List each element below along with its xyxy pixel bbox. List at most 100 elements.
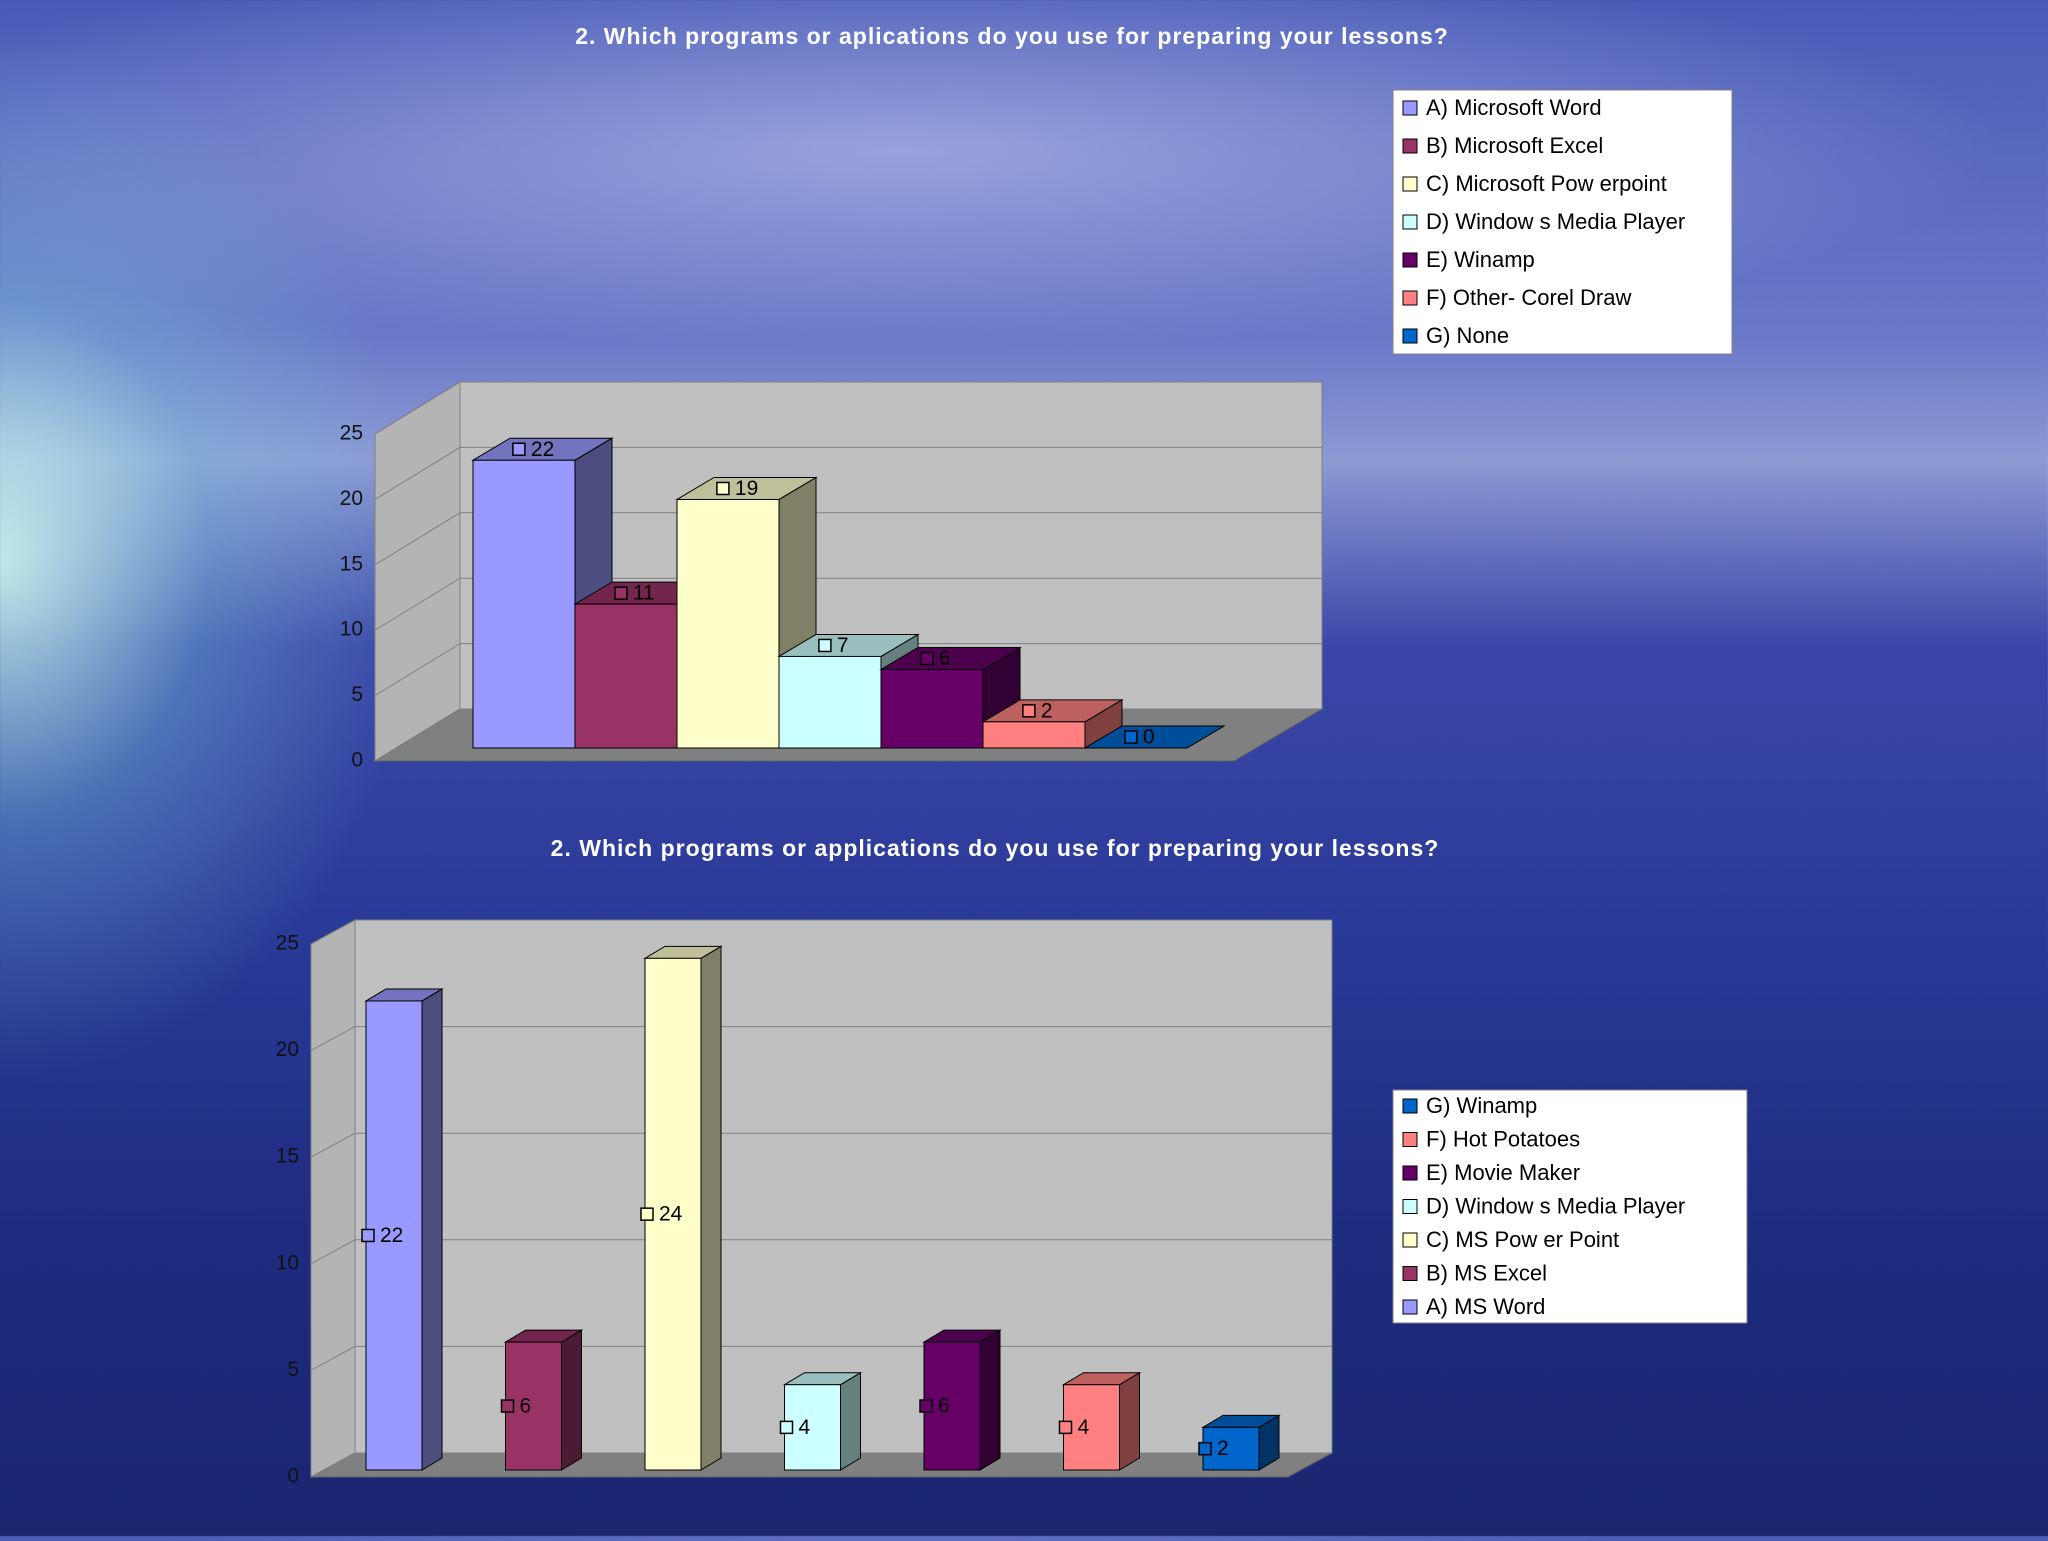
data-label: 24 <box>659 1203 683 1226</box>
y-tick-label: 5 <box>287 1358 299 1381</box>
bar <box>644 957 702 1471</box>
data-label: 22 <box>531 438 554 461</box>
data-label: 6 <box>938 1395 950 1418</box>
bar <box>923 1341 981 1471</box>
grid-line <box>310 1132 1332 1158</box>
bar <box>472 459 576 749</box>
legend-swatch <box>1402 1266 1418 1281</box>
bar-side <box>979 1329 1001 1471</box>
legend-label: E) Winamp <box>1426 247 1535 272</box>
grid-line <box>310 1345 1332 1371</box>
bar-side <box>840 1371 861 1471</box>
legend-label: G) None <box>1426 323 1509 348</box>
legend-swatch <box>1402 1199 1418 1214</box>
data-label-key <box>779 1420 794 1435</box>
data-label: 0 <box>1143 726 1155 749</box>
bar-side <box>700 945 722 1471</box>
legend-label: D) Window s Media Player <box>1426 1193 1685 1218</box>
legend-swatch <box>1402 100 1418 116</box>
data-label-key <box>1124 730 1138 744</box>
legend-swatch <box>1402 1299 1418 1315</box>
side-wall <box>374 381 461 762</box>
y-tick-label: 25 <box>276 932 299 955</box>
bar <box>574 603 678 749</box>
legend-swatch <box>1402 328 1418 344</box>
legend-swatch <box>1402 1165 1418 1181</box>
grid-line <box>374 446 1322 500</box>
data-label-key <box>640 1207 654 1221</box>
chart-title: 2. Which programs or applications do you… <box>551 835 1440 861</box>
y-tick-label: 10 <box>276 1251 299 1274</box>
data-label: 4 <box>1078 1416 1090 1439</box>
bar-chart: 2. Which programs or aplications do you … <box>340 23 1733 772</box>
y-tick-label: 25 <box>340 422 363 445</box>
bar <box>676 498 780 749</box>
y-tick-label: 0 <box>287 1465 299 1488</box>
legend-label: D) Window s Media Player <box>1426 209 1685 234</box>
bar-top <box>1083 725 1226 749</box>
y-tick-label: 10 <box>340 618 363 641</box>
legend-swatch <box>1402 1132 1418 1147</box>
bar-side <box>1119 1371 1140 1471</box>
data-label: 19 <box>735 477 758 500</box>
y-tick-label: 15 <box>276 1145 299 1168</box>
chart-title: 2. Which programs or aplications do you … <box>575 23 1449 49</box>
data-label: 22 <box>380 1224 403 1247</box>
y-tick-label: 20 <box>340 487 363 510</box>
data-label: 2 <box>1041 699 1053 722</box>
legend-swatch <box>1402 1232 1418 1248</box>
grid-line <box>374 381 1322 435</box>
data-label: 6 <box>520 1395 532 1418</box>
data-label: 2 <box>1217 1437 1229 1460</box>
legend-label: A) Microsoft Word <box>1426 95 1602 120</box>
grid-line <box>374 643 1322 697</box>
data-label-key <box>716 481 730 496</box>
bar <box>880 669 984 749</box>
grid-line <box>310 1026 1332 1052</box>
legend-box <box>1392 1089 1748 1324</box>
bar <box>505 1341 562 1471</box>
data-label: 7 <box>837 634 849 657</box>
legend-label: G) Winamp <box>1426 1093 1537 1118</box>
legend-label: B) MS Excel <box>1426 1260 1547 1285</box>
legend-box <box>1392 89 1733 355</box>
bar-side <box>421 988 443 1471</box>
data-label-key <box>1198 1441 1212 1456</box>
data-label-key <box>361 1228 375 1243</box>
data-label-key <box>512 442 526 456</box>
grid-line <box>310 919 1332 945</box>
bar <box>982 721 1086 749</box>
bar-side <box>561 1329 582 1471</box>
legend-swatch <box>1402 138 1418 154</box>
legend-label: C) Microsoft Pow erpoint <box>1426 171 1667 196</box>
legend-swatch <box>1402 1098 1418 1114</box>
bar <box>784 1384 841 1471</box>
side-wall <box>310 919 356 1478</box>
grid-line <box>310 1452 1332 1478</box>
y-tick-label: 5 <box>351 683 363 706</box>
data-label: 4 <box>799 1416 811 1439</box>
grid-line <box>374 512 1322 566</box>
data-label-key <box>919 1399 933 1413</box>
y-tick-label: 20 <box>276 1038 299 1061</box>
legend-label: F) Other- Corel Draw <box>1426 285 1631 310</box>
legend-label: C) MS Pow er Point <box>1426 1227 1619 1252</box>
legend-label: E) Movie Maker <box>1426 1160 1580 1185</box>
bar <box>365 1000 423 1471</box>
bar-chart: 2. Which programs or applications do you… <box>276 835 1748 1488</box>
legend-swatch <box>1402 176 1418 192</box>
legend-label: F) Hot Potatoes <box>1426 1126 1580 1151</box>
data-label: 11 <box>633 582 655 605</box>
data-label-key <box>920 651 934 666</box>
data-label-key <box>614 586 628 600</box>
legend-swatch <box>1402 290 1418 306</box>
data-label: 6 <box>939 647 951 670</box>
grid-line <box>374 577 1322 631</box>
y-tick-label: 0 <box>351 749 363 772</box>
legend-label: B) Microsoft Excel <box>1426 133 1603 158</box>
grid-line <box>310 1239 1332 1265</box>
y-tick-label: 15 <box>340 552 363 575</box>
data-label-key <box>818 638 832 653</box>
